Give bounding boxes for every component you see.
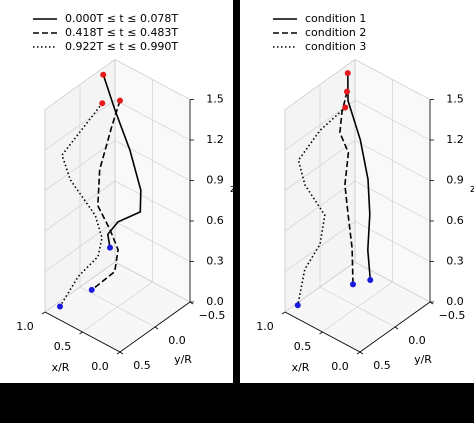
y-tick-label: −0.5 <box>199 309 226 322</box>
y-tick-label: 0.5 <box>373 359 391 372</box>
end-marker <box>107 244 113 251</box>
grid-line <box>114 140 191 181</box>
x-axis-label: x/R <box>52 361 70 374</box>
series-line <box>297 106 346 306</box>
z-tick-label: 0.3 <box>206 255 224 268</box>
end-marker <box>57 303 63 310</box>
series-line <box>339 91 354 285</box>
y-tick-label: 0.5 <box>133 359 151 372</box>
z-tick-label: 0.9 <box>446 174 464 187</box>
grid-line <box>44 99 116 151</box>
x-tick <box>281 311 286 315</box>
grid-line <box>114 59 191 100</box>
y-axis <box>119 301 191 353</box>
end-marker <box>367 277 374 284</box>
y-tick <box>154 326 159 330</box>
z-tick-label: 1.5 <box>206 93 224 106</box>
grid-line <box>114 221 191 262</box>
grid-line <box>354 140 431 181</box>
grid-line <box>319 286 396 328</box>
legend-label: 0.000T ≤ t ≤ 0.078T <box>65 12 178 25</box>
grid-line <box>114 99 191 141</box>
series-line <box>102 74 142 248</box>
grid-line <box>354 261 431 303</box>
legend-label: condition 2 <box>305 26 366 39</box>
y-tick <box>394 326 399 330</box>
start-marker <box>99 100 106 107</box>
x-tick-label: 0.5 <box>294 340 312 353</box>
legend-label: condition 3 <box>305 40 366 53</box>
end-marker <box>350 281 356 288</box>
grid-line <box>44 59 116 110</box>
x-tick <box>79 331 83 335</box>
z-tick-label: 1.2 <box>206 133 224 146</box>
grid-line <box>354 180 431 222</box>
grid-line <box>284 221 356 272</box>
series-line <box>91 100 121 291</box>
y-tick <box>359 351 364 355</box>
x-axis <box>44 311 121 353</box>
y-axis-label: y/R <box>414 353 432 366</box>
start-marker <box>117 97 123 104</box>
y-tick-label: 0.0 <box>408 334 426 347</box>
bottom-band <box>0 383 474 423</box>
x-tick <box>319 331 323 335</box>
x-axis-label: x/R <box>292 361 310 374</box>
z-tick-label: 0.6 <box>446 214 464 227</box>
x-tick-label: 0.5 <box>54 340 72 353</box>
start-marker <box>344 70 351 77</box>
grid-line <box>354 221 431 262</box>
x-tick-label: 1.0 <box>16 320 34 333</box>
y-axis-label: y/R <box>174 353 192 366</box>
y-tick-label: 0.0 <box>168 334 186 347</box>
z-tick-label: 0.3 <box>446 255 464 268</box>
start-marker <box>344 88 350 95</box>
grid-line <box>44 180 116 232</box>
divider <box>233 0 240 423</box>
y-tick <box>119 351 124 355</box>
x-tick <box>41 311 46 315</box>
z-tick-label: 0.9 <box>206 174 224 187</box>
grid-line <box>284 180 356 232</box>
z-tick-label: 1.5 <box>446 93 464 106</box>
y-tick-label: −0.5 <box>439 309 466 322</box>
legend-label: condition 1 <box>305 12 366 25</box>
grid-line <box>44 221 116 272</box>
grid-line <box>284 59 356 110</box>
panel-b: 0.00.51.0−0.50.00.50.00.30.60.91.21.5x/R… <box>256 12 474 374</box>
x-tick-label: 0.0 <box>91 360 109 373</box>
grid-line <box>114 261 191 303</box>
z-tick-label: 0.6 <box>206 214 224 227</box>
grid-line <box>114 180 191 222</box>
start-marker <box>342 104 349 111</box>
y-axis <box>359 301 431 353</box>
end-marker <box>88 286 95 293</box>
panel-a: 0.00.51.0−0.50.00.50.00.30.60.91.21.5x/R… <box>16 12 236 374</box>
legend-label: 0.418T ≤ t ≤ 0.483T <box>65 26 178 39</box>
start-marker <box>100 71 107 78</box>
grid-line <box>354 99 431 141</box>
grid-line <box>44 261 116 313</box>
x-tick-label: 1.0 <box>256 320 274 333</box>
z-tick-label: 1.2 <box>446 133 464 146</box>
x-axis <box>284 311 361 353</box>
legend-label: 0.922T ≤ t ≤ 0.990T <box>65 40 178 53</box>
grid-line <box>284 140 356 191</box>
z-tick-label: 0.0 <box>446 295 464 308</box>
x-tick-label: 0.0 <box>331 360 349 373</box>
x-tick <box>116 351 121 355</box>
grid-line <box>44 140 116 191</box>
series-line <box>347 73 372 281</box>
grid-line <box>354 59 431 100</box>
end-marker <box>294 302 301 309</box>
z-axis-label: z <box>470 182 474 195</box>
series-line <box>59 102 103 307</box>
grid-line <box>79 286 156 328</box>
z-tick-label: 0.0 <box>206 295 224 308</box>
x-tick <box>356 351 361 355</box>
